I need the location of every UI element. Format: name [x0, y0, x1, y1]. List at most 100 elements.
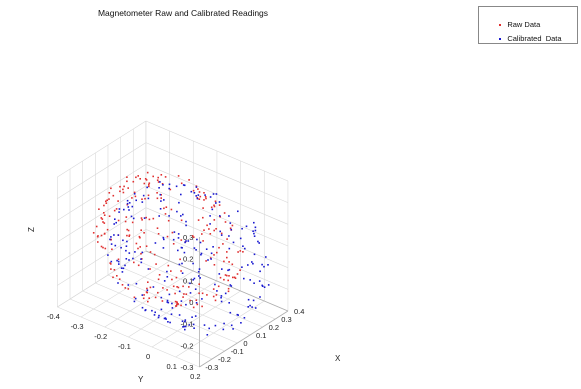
raw-data-point	[143, 294, 145, 296]
raw-data-point	[224, 274, 227, 276]
raw-data-point	[176, 301, 178, 303]
raw-data-point	[231, 263, 234, 266]
calibrated-data-point	[218, 273, 221, 275]
calibrated-data-point	[113, 234, 115, 236]
calibrated-data-point	[127, 284, 130, 286]
gridline-z-back	[57, 185, 147, 243]
calibrated-data-point	[220, 296, 222, 299]
calibrated-data-point	[142, 194, 145, 197]
raw-data-point	[102, 246, 104, 249]
calibrated-data-point	[177, 237, 180, 239]
gridline-y-floor	[128, 280, 218, 338]
raw-data-point	[203, 199, 205, 201]
raw-data-point	[234, 277, 237, 279]
raw-data-point	[145, 179, 148, 181]
calibrated-data-point	[247, 264, 249, 266]
calibrated-data-point	[219, 230, 221, 233]
calibrated-data-point	[162, 236, 165, 239]
raw-data-point	[127, 288, 130, 290]
calibrated-data-point	[183, 325, 185, 328]
calibrated-data-point	[160, 200, 162, 202]
calibrated-data-point	[167, 321, 169, 323]
raw-data-point	[227, 287, 230, 290]
calibrated-data-point	[197, 194, 200, 196]
raw-data-point	[214, 200, 217, 203]
raw-data-point	[233, 276, 236, 279]
calibrated-data-point	[263, 265, 265, 268]
raw-data-point	[133, 261, 135, 264]
calibrated-data-point	[163, 280, 166, 282]
raw-data-point	[195, 185, 198, 187]
calibrated-data-point	[171, 302, 173, 305]
calibrated-data-point	[168, 187, 170, 190]
calibrated-data-point	[265, 256, 267, 258]
raw-data-point	[135, 242, 138, 245]
raw-data-point	[105, 200, 107, 203]
calibrated-data-point	[185, 220, 187, 223]
calibrated-data-point	[228, 247, 231, 250]
calibrated-data-point	[118, 263, 120, 265]
raw-data-point	[206, 294, 208, 296]
raw-data-point	[170, 208, 173, 211]
calibrated-data-point	[193, 247, 196, 249]
raw-data-point	[138, 235, 141, 238]
raw-data-point	[209, 257, 212, 259]
calibrated-data-point	[132, 257, 134, 260]
calibrated-data-point	[107, 254, 109, 256]
raw-data-point	[228, 261, 230, 263]
calibrated-data-point	[253, 235, 256, 237]
gridline-y-floor	[57, 250, 147, 308]
raw-data-point	[123, 185, 125, 188]
raw-data-point	[210, 206, 213, 209]
raw-data-point	[212, 288, 215, 290]
calibrated-data-point	[152, 286, 155, 288]
gridline-y-floor	[175, 300, 265, 358]
raw-data-point	[160, 194, 162, 196]
calibrated-data-point	[172, 238, 175, 241]
calibrated-data-point	[146, 186, 148, 189]
x-tick-label: 0	[243, 339, 247, 348]
raw-data-point	[149, 268, 151, 270]
gridline-z-back	[57, 164, 147, 221]
raw-data-point	[156, 197, 159, 200]
calibrated-data-point	[126, 240, 128, 243]
calibrated-data-point	[127, 206, 130, 208]
x-tick-label: 0.3	[281, 315, 291, 324]
axis-line-y	[145, 250, 289, 312]
raw-data-point	[213, 205, 216, 208]
gridline-x-floor	[69, 298, 213, 360]
raw-data-point	[196, 303, 199, 306]
calibrated-data-point	[159, 208, 162, 210]
legend-marker-raw	[493, 20, 507, 29]
raw-data-point	[231, 224, 234, 227]
raw-data-point	[113, 209, 116, 212]
calibrated-data-point	[182, 326, 184, 328]
raw-data-point	[112, 276, 114, 279]
calibrated-data-point	[195, 302, 198, 304]
calibrated-data-point	[216, 290, 218, 292]
raw-data-point	[117, 219, 120, 222]
raw-data-point	[228, 275, 230, 277]
y-axis-label: Y	[138, 375, 144, 384]
calibrated-data-point	[205, 248, 208, 250]
raw-data-point	[108, 198, 110, 200]
calibrated-data-point	[173, 231, 176, 233]
raw-data-point	[115, 208, 118, 210]
raw-data-point	[206, 224, 208, 227]
raw-data-point	[218, 246, 220, 249]
calibrated-data-point	[220, 295, 223, 297]
raw-data-point	[202, 240, 204, 242]
raw-data-point	[103, 212, 105, 214]
raw-data-point	[177, 175, 180, 177]
raw-data-point	[229, 227, 232, 230]
calibrated-data-point	[175, 185, 178, 188]
gridline-z-back	[57, 120, 147, 178]
calibrated-data-point	[198, 275, 200, 277]
gridline-x-floor	[107, 274, 251, 336]
raw-data-point	[227, 290, 230, 293]
calibrated-data-point	[253, 282, 255, 284]
calibrated-data-point	[122, 267, 125, 270]
calibrated-data-point	[144, 309, 147, 311]
raw-data-point	[209, 233, 212, 235]
calibrated-data-point	[195, 186, 198, 188]
